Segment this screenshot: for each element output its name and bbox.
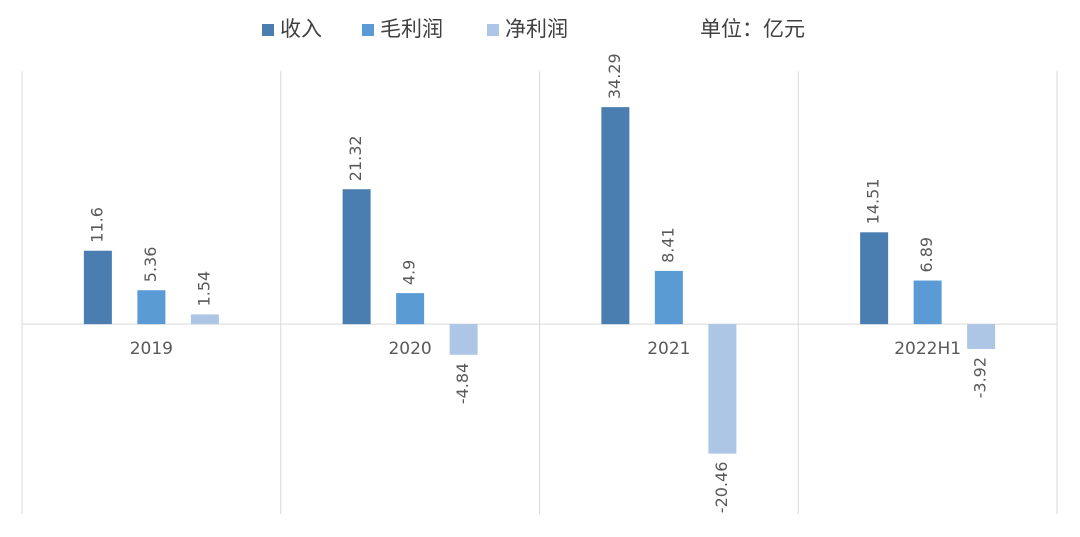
x-tick-label: 2020 bbox=[388, 339, 431, 359]
unit-annotation: 单位：亿元 bbox=[700, 17, 805, 41]
data-label: 1.54 bbox=[194, 271, 213, 307]
data-label: 5.36 bbox=[141, 247, 160, 283]
data-label: 21.32 bbox=[346, 135, 365, 181]
legend-label: 毛利润 bbox=[380, 17, 443, 41]
data-label: -20.46 bbox=[712, 462, 731, 514]
bar bbox=[913, 280, 942, 325]
bar bbox=[83, 250, 112, 325]
bar bbox=[342, 189, 371, 325]
bar bbox=[654, 270, 683, 325]
bar bbox=[449, 324, 478, 355]
bar bbox=[967, 324, 996, 349]
x-tick-label: 2019 bbox=[130, 339, 173, 359]
data-label: 34.29 bbox=[605, 53, 624, 99]
legend-swatch bbox=[487, 24, 499, 36]
bar bbox=[860, 232, 889, 325]
data-label: 8.41 bbox=[658, 227, 677, 263]
data-label: 11.6 bbox=[87, 207, 106, 243]
legend-swatch bbox=[362, 24, 374, 36]
legend-swatch bbox=[262, 24, 274, 36]
data-label: 14.51 bbox=[864, 179, 883, 225]
x-tick-label: 2022H1 bbox=[894, 339, 961, 359]
bar bbox=[396, 293, 425, 325]
x-tick-label: 2021 bbox=[647, 339, 690, 359]
legend-label: 净利润 bbox=[505, 17, 568, 41]
legend-label: 收入 bbox=[280, 17, 322, 41]
bar bbox=[601, 107, 630, 325]
bar bbox=[708, 324, 737, 454]
data-label: -4.84 bbox=[453, 363, 472, 404]
data-label: 4.9 bbox=[400, 260, 419, 285]
data-label: -3.92 bbox=[971, 357, 990, 398]
bar bbox=[137, 290, 166, 325]
data-label: 6.89 bbox=[917, 237, 936, 273]
bar bbox=[190, 314, 219, 325]
